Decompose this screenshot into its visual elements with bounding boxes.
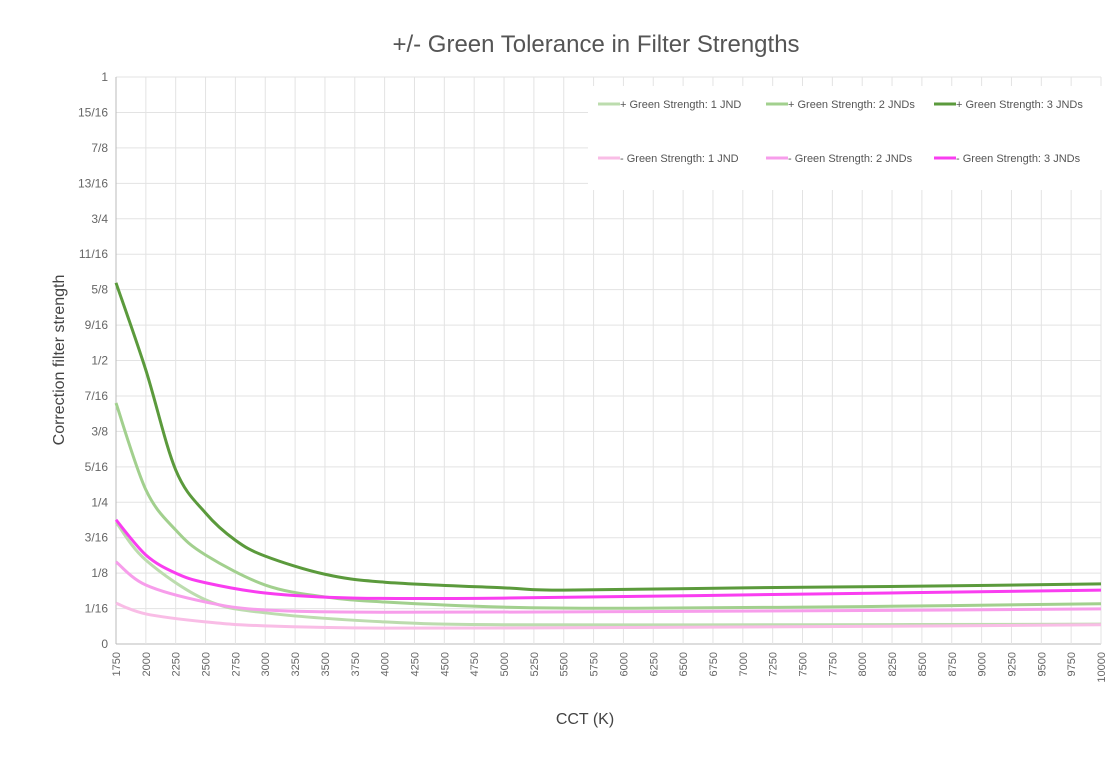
x-tick-label: 7000 <box>738 652 750 676</box>
y-tick-label: 0 <box>101 637 108 651</box>
legend-entry: + Green Strength: 1 JND <box>620 99 741 111</box>
legend-entry: - Green Strength: 1 JND <box>620 153 739 165</box>
y-tick-label: 11/16 <box>79 247 108 261</box>
y-tick-label: 13/16 <box>78 176 108 190</box>
legend-entry: + Green Strength: 3 JNDs <box>956 99 1083 111</box>
x-tick-label: 7750 <box>827 652 839 676</box>
x-tick-label: 3750 <box>350 652 362 676</box>
x-tick-label: 9250 <box>1006 652 1018 676</box>
series-lines <box>114 282 1102 630</box>
x-tick-label: 5000 <box>499 652 511 676</box>
x-tick-label: 2750 <box>230 652 242 676</box>
x-tick-label: 9750 <box>1066 652 1078 676</box>
x-axis-label: CCT (K) <box>556 711 614 728</box>
chart-title: +/- Green Tolerance in Filter Strengths <box>392 31 799 58</box>
x-tick-label: 6750 <box>708 652 720 676</box>
legend-entry: - Green Strength: 2 JNDs <box>788 153 913 165</box>
x-tick-label: 1750 <box>111 652 123 676</box>
y-tick-label: 15/16 <box>78 105 108 119</box>
x-tick-label: 9000 <box>977 652 989 676</box>
x-tick-label: 6250 <box>648 652 660 676</box>
y-tick-labels: 0 1/16 1/8 3/16 1/4 5/16 3/8 7/16 1/2 9/16 5/8 11/1… <box>78 70 108 651</box>
x-tick-label: 7500 <box>798 652 810 676</box>
y-tick-label: 9/16 <box>85 318 109 332</box>
series-line <box>114 402 1102 610</box>
x-tick-label: 4500 <box>439 652 451 676</box>
series-line <box>114 521 1102 627</box>
x-tick-label: 3250 <box>290 652 302 676</box>
y-tick-label: 7/8 <box>91 141 108 155</box>
series-line <box>115 560 1102 614</box>
x-tick-label: 5500 <box>559 652 571 676</box>
x-tick-label: 8750 <box>947 652 959 676</box>
x-tick-label: 4750 <box>469 652 481 676</box>
legend: + Green Strength: 1 JND + Green Strength:… <box>598 99 1083 165</box>
y-tick-label: 1 <box>101 70 108 84</box>
y-tick-label: 5/8 <box>91 283 108 297</box>
x-tick-label: 8000 <box>857 652 869 676</box>
x-tick-label: 5750 <box>589 652 601 676</box>
legend-entry: + Green Strength: 2 JNDs <box>788 99 915 111</box>
x-tick-label: 10000 <box>1096 652 1108 683</box>
y-axis-label: Correction filter strength <box>51 275 68 446</box>
series-line <box>114 518 1102 601</box>
x-tick-label: 9500 <box>1036 652 1048 676</box>
x-tick-label: 4250 <box>409 652 421 676</box>
x-tick-label: 7250 <box>768 652 780 676</box>
y-tick-label: 1/8 <box>91 566 108 580</box>
x-tick-label: 2000 <box>141 652 153 676</box>
y-tick-label: 1/2 <box>91 354 108 368</box>
x-tick-label: 8500 <box>917 652 929 676</box>
x-tick-labels: 1750 2000 2250 2500 2750 3000 3250 3500 3750 4000… <box>111 652 1108 683</box>
x-tick-label: 3500 <box>320 652 332 676</box>
x-tick-label: 4000 <box>380 652 392 676</box>
x-tick-label: 8250 <box>887 652 899 676</box>
x-tick-label: 2500 <box>201 652 213 676</box>
legend-background <box>588 86 1103 190</box>
x-tick-label: 6500 <box>678 652 690 676</box>
y-tick-label: 1/16 <box>85 602 109 616</box>
x-tick-label: 2250 <box>171 652 183 676</box>
y-tick-label: 3/8 <box>91 424 108 438</box>
series-line <box>114 282 1102 592</box>
y-tick-label: 5/16 <box>85 460 109 474</box>
legend-entry: - Green Strength: 3 JNDs <box>956 153 1081 165</box>
y-tick-label: 3/16 <box>85 531 109 545</box>
x-tick-label: 5250 <box>529 652 541 676</box>
x-tick-label: 3000 <box>260 652 272 676</box>
x-tick-label: 6000 <box>618 652 630 676</box>
y-tick-label: 3/4 <box>91 212 108 226</box>
series-line <box>115 601 1102 630</box>
y-tick-label: 1/4 <box>91 495 108 509</box>
y-tick-label: 7/16 <box>85 389 109 403</box>
